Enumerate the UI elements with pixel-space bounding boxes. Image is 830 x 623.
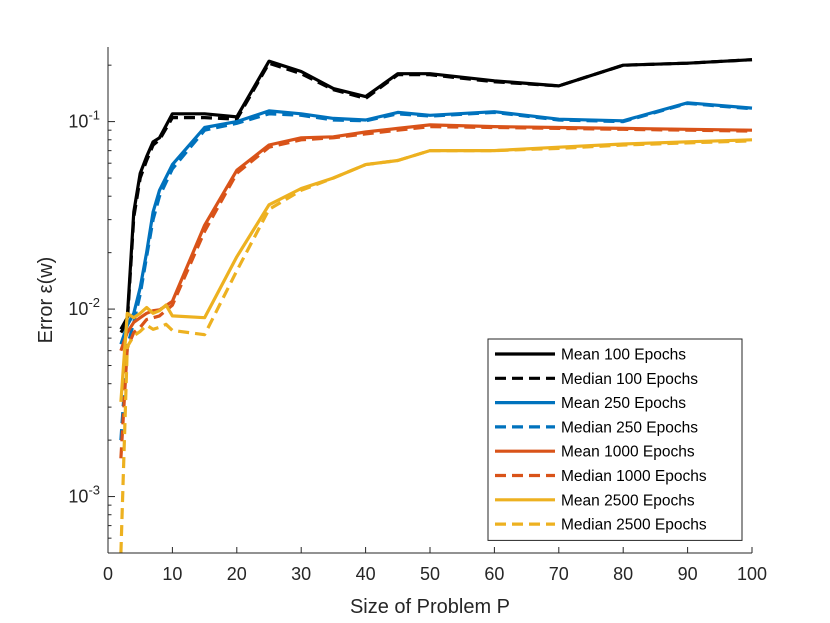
x-axis-title: Size of Problem P: [350, 596, 510, 618]
x-tick-label: 50: [420, 564, 440, 584]
legend-box: [487, 338, 743, 541]
legend-label: Mean 2500 Epochs: [561, 492, 695, 509]
x-tick-label: 70: [549, 564, 569, 584]
y-axis-title: Error ε(w): [35, 257, 57, 344]
legend-label: Median 100 Epochs: [561, 371, 698, 388]
axes-layer: 0 10 20 30 40 50 60 70 80 90 100 10-3 10-2 10-1: [68, 47, 767, 584]
series-line-6: [119, 124, 753, 459]
series-line-8: [119, 139, 753, 554]
legend-label: Mean 250 Epochs: [561, 395, 686, 412]
legend-label: Median 2500 Epochs: [561, 517, 707, 534]
series-layer: [119, 58, 753, 554]
y-tick-label: 10-3: [68, 483, 100, 507]
y-tick-label: 10-2: [68, 295, 100, 319]
legend: Mean 100 Epochs Median 100 Epochs Mean 250…: [487, 338, 743, 541]
x-tick-label: 90: [678, 564, 698, 584]
x-tick-label: 60: [484, 564, 504, 584]
legend-label: Median 1000 Epochs: [561, 468, 707, 485]
series-line-2: [119, 58, 753, 334]
x-tick-label: 30: [291, 564, 311, 584]
legend-label: Mean 1000 Epochs: [561, 444, 695, 461]
legend-label: Median 250 Epochs: [561, 419, 698, 436]
series-line-7: [119, 138, 753, 403]
x-tick-label: 80: [613, 564, 633, 584]
x-tick-label: 10: [162, 564, 182, 584]
x-tick-label: 100: [737, 564, 767, 584]
x-tick-label: 0: [103, 564, 113, 584]
y-tick-label: 10-1: [68, 108, 100, 132]
x-tick-label: 20: [227, 564, 247, 584]
legend-label: Mean 100 Epochs: [561, 347, 686, 364]
series-line-4: [119, 101, 753, 441]
x-tick-label: 40: [356, 564, 376, 584]
